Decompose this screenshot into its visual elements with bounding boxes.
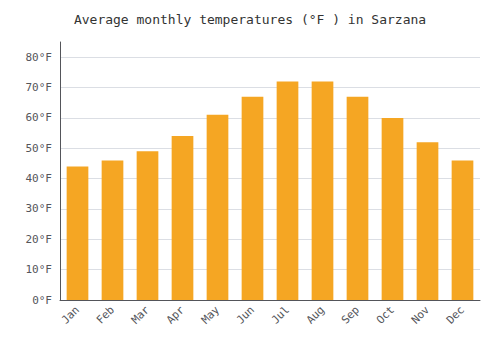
svg-text:Average monthly temperatures (: Average monthly temperatures (°F ) in Sa… [74, 12, 426, 27]
svg-text:Jun: Jun [234, 303, 257, 326]
svg-text:30°F: 30°F [26, 202, 53, 215]
svg-text:May: May [199, 303, 222, 326]
svg-text:70°F: 70°F [26, 81, 53, 94]
svg-text:Mar: Mar [129, 303, 152, 326]
svg-text:Jan: Jan [59, 303, 82, 326]
svg-text:60°F: 60°F [26, 111, 53, 124]
svg-text:Sep: Sep [339, 303, 362, 326]
svg-text:Oct: Oct [374, 303, 397, 326]
svg-text:10°F: 10°F [26, 263, 53, 276]
svg-text:40°F: 40°F [26, 172, 53, 185]
svg-text:80°F: 80°F [26, 51, 53, 64]
svg-text:Feb: Feb [94, 303, 117, 326]
svg-text:50°F: 50°F [26, 142, 53, 155]
svg-text:Aug: Aug [304, 303, 327, 326]
svg-text:Dec: Dec [444, 303, 467, 326]
svg-text:Apr: Apr [164, 303, 187, 326]
svg-text:0°F: 0°F [32, 294, 52, 307]
svg-text:Jul: Jul [269, 303, 292, 326]
svg-text:20°F: 20°F [26, 233, 53, 246]
svg-text:Nov: Nov [409, 303, 432, 326]
